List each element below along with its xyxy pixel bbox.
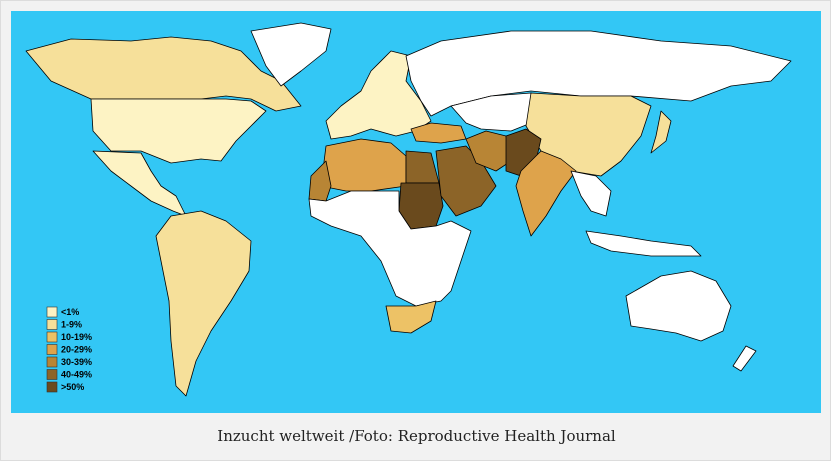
north-africa [320,138,407,192]
legend-swatch [46,369,58,380]
india [515,150,577,237]
russia [405,30,792,117]
greenland [250,22,332,87]
legend-label: 10-19% [61,332,92,342]
south-america [155,210,252,397]
legend-label: >50% [61,382,84,392]
legend-swatch [46,356,58,368]
southeast-asia [570,170,612,217]
legend-label: 20-29% [61,344,92,354]
legend-swatch [46,344,58,355]
legend-label: 40-49% [61,369,92,379]
central-asia [450,92,537,132]
south-africa [385,300,437,334]
legend-label: 1-9% [61,319,82,329]
indonesia [585,230,702,257]
legend-label: 30-39% [61,357,92,367]
legend-swatch [46,319,58,330]
japan [650,110,672,154]
legend-swatch [46,306,58,318]
legend: <1% 1-9% 10-19% 20-29% 30-39% 40-49% >50% [46,306,92,393]
australia [625,270,732,342]
legend-label: <1% [61,307,79,317]
sub-saharan-africa [308,190,472,307]
mauritania [308,160,332,202]
world-map: <1% 1-9% 10-19% 20-29% 30-39% 40-49% >50% [11,11,821,413]
caption: Inzucht weltweit /Foto: Reproductive Hea… [217,427,616,445]
new-zealand [732,345,757,372]
usa [90,98,267,164]
legend-swatch [46,331,58,343]
legend-swatch [46,381,58,393]
